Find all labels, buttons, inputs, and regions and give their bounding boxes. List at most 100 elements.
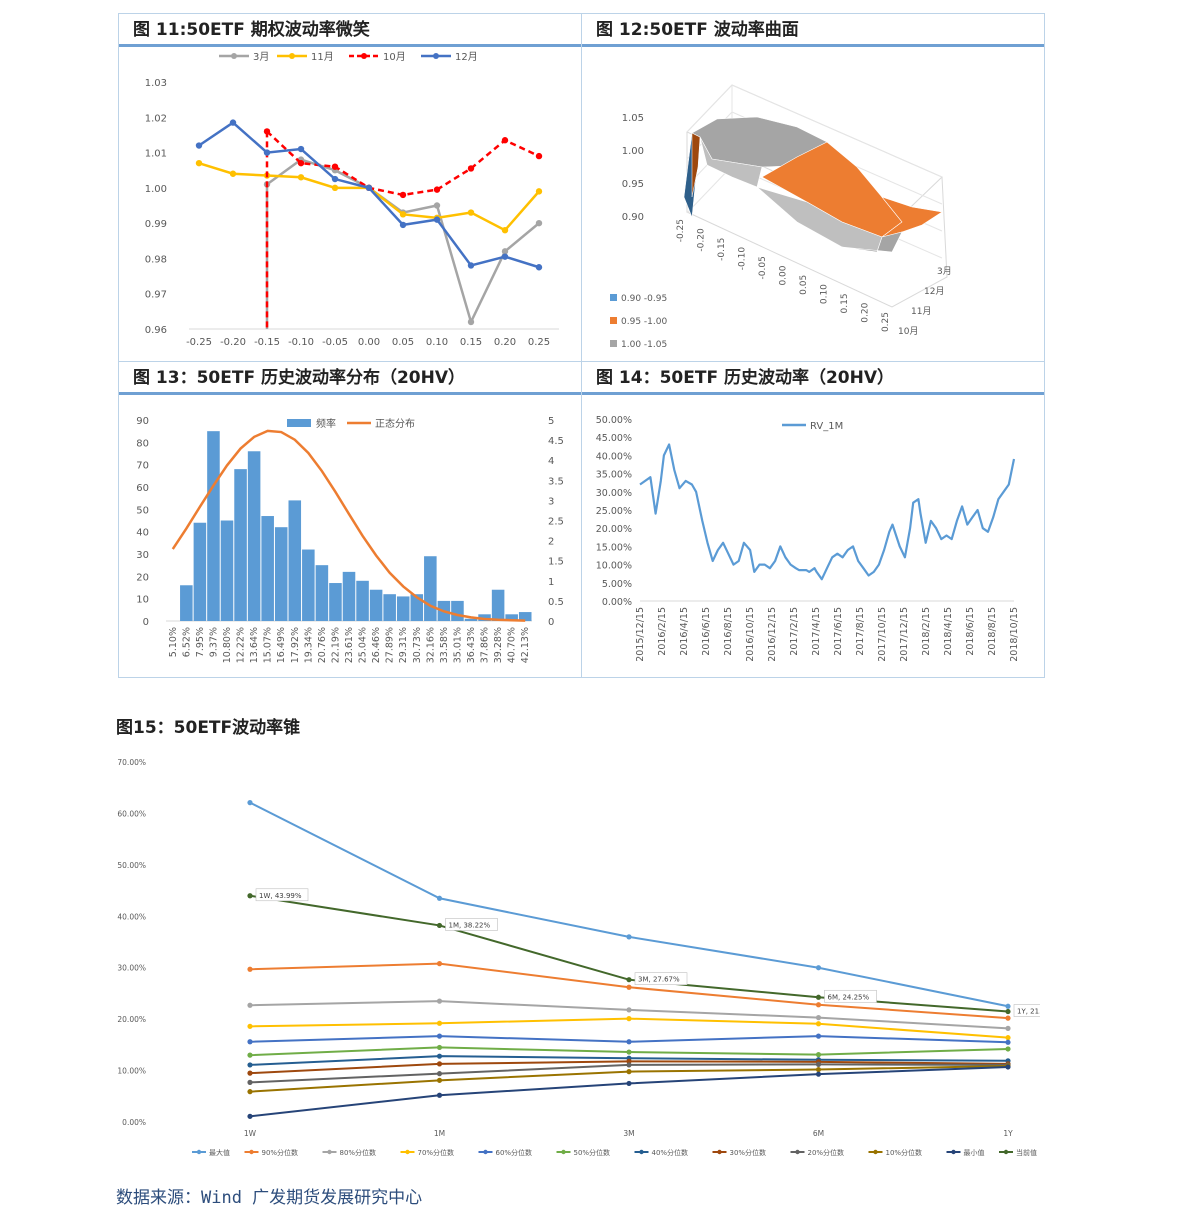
cone-data-point — [247, 1039, 253, 1045]
legend-marker — [231, 53, 237, 59]
cone-data-point — [247, 1079, 253, 1085]
y-left-tick-label: 90 — [136, 416, 149, 427]
x-tick-label: 23.61% — [344, 627, 355, 663]
cone-data-point — [815, 1033, 822, 1039]
figure13-chart: 0 10 20 30 40 50 60 70 80 90 0 0.5 1 1.5 2 2.5 3 3.5 4 4.5 5… — [136, 416, 564, 663]
data-label: 1Y, 21.48% — [1017, 1008, 1040, 1016]
legend-marker — [289, 53, 295, 59]
data-label: 3M, 27.67% — [638, 976, 680, 984]
x-tick-label: 2016/6/15 — [701, 607, 712, 656]
data-point — [229, 170, 237, 177]
y-right-tick-label: 0 — [548, 617, 554, 628]
data-point — [365, 184, 373, 192]
cone-data-point — [436, 1077, 443, 1083]
x-tick-label: 42.13% — [520, 627, 531, 663]
x-tick-label: -0.25 — [186, 337, 212, 348]
y-tick-label: 50.00% — [117, 861, 146, 870]
data-label: 6M, 24.25% — [828, 993, 870, 1001]
x-tick-label: 2017/12/15 — [899, 607, 910, 662]
cone-data-point — [815, 1071, 822, 1077]
legend-swatch — [287, 419, 311, 427]
cone-data-point — [436, 961, 443, 967]
y-tick-label: 40.00% — [117, 912, 146, 921]
x-tick-label: 0.00 — [779, 265, 789, 285]
legend-label: 70%分位数 — [418, 1148, 455, 1157]
figure15-title: 图15：50ETF波动率锥 — [116, 718, 301, 738]
legend-label: 20%分位数 — [808, 1148, 845, 1157]
cone-data-point — [626, 1039, 632, 1045]
histogram-bar — [505, 614, 518, 621]
series-line — [266, 158, 540, 326]
data-label-box — [445, 918, 498, 931]
legend-marker — [433, 53, 439, 59]
x-tick-label: -0.10 — [288, 337, 314, 348]
legend-label: 1.00 -1.05 — [621, 340, 667, 350]
surface-grid — [686, 165, 733, 214]
cone-series-line — [249, 801, 1009, 1008]
y-tick-label: 25.00% — [596, 506, 632, 517]
figure14-panel: 图 14：50ETF 历史波动率（20HV） 0.00% 5.00% 10.00% 1… — [581, 361, 1045, 678]
histogram-bar — [315, 565, 329, 621]
y-left-tick-label: 40 — [136, 528, 149, 539]
y-tick-label: 15.00% — [596, 542, 632, 553]
data-label-box — [824, 989, 877, 1003]
histogram-bar — [274, 527, 288, 621]
x-tick-label: 6.52% — [181, 627, 192, 657]
data-point — [535, 264, 543, 271]
x-tick-label: -0.15 — [254, 337, 280, 348]
x-tick-label: 35.01% — [452, 627, 463, 663]
y-tick-label: 40.00% — [596, 451, 632, 462]
y-tick-label: 1.01 — [145, 149, 167, 160]
y-left-tick-label: 20 — [136, 572, 149, 583]
y-tick-label: 20.00% — [596, 524, 632, 535]
data-point — [331, 163, 339, 170]
cone-data-point — [436, 1092, 443, 1098]
data-label-box — [255, 888, 309, 902]
legend-label: 11月 — [311, 51, 334, 63]
cone-series-line — [249, 894, 1009, 1013]
data-point — [399, 221, 407, 229]
x-tick-label: 15.07% — [263, 627, 274, 663]
legend-label: 90%分位数 — [262, 1148, 299, 1157]
y-right-tick-label: 2.5 — [548, 517, 564, 528]
x-tick-label: 29.31% — [398, 627, 409, 663]
legend-label: 12月 — [455, 51, 478, 63]
figure13-panel: 图 13：50ETF 历史波动率分布（20HV） 0 10 20 30 40 50 60 70… — [118, 361, 582, 678]
cone-data-point — [436, 1071, 443, 1077]
y-tick-label: 10月 — [898, 326, 918, 337]
y-tick-label: 10.00% — [117, 1067, 146, 1076]
data-label-box — [634, 972, 688, 985]
legend-label: 正态分布 — [375, 417, 415, 430]
cone-data-point — [1005, 1003, 1011, 1009]
cone-data-point — [436, 1020, 443, 1026]
x-tick-label: 2017/4/15 — [811, 607, 822, 656]
series-line — [266, 130, 540, 197]
y-right-tick-label: 1.5 — [548, 557, 564, 568]
cone-data-point — [1005, 1064, 1011, 1070]
legend-marker — [196, 1149, 202, 1155]
histogram-bar — [180, 585, 193, 621]
y-tick-label: 1.03 — [145, 78, 167, 89]
x-tick-label: 2017/10/15 — [877, 607, 888, 662]
x-tick-label: 3M — [623, 1129, 634, 1138]
cone-data-point — [1005, 1008, 1011, 1015]
legend-label: 60%分位数 — [496, 1148, 533, 1157]
y-tick-label: 5.00% — [602, 579, 632, 590]
histogram-bar — [261, 516, 274, 621]
series-line — [198, 121, 540, 269]
y-right-tick-label: 2 — [548, 537, 554, 548]
cone-data-point — [247, 1023, 253, 1029]
cone-series-line — [249, 1065, 1009, 1118]
y-tick-label: 35.00% — [596, 470, 632, 481]
z-tick-label: 0.95 — [622, 179, 644, 190]
x-tick-label: 32.16% — [425, 627, 436, 663]
histogram-bar — [193, 522, 207, 621]
histogram-bar — [478, 614, 491, 621]
cone-data-point — [247, 1113, 253, 1119]
legend-label: 10%分位数 — [886, 1148, 923, 1157]
x-tick-label: 2017/8/15 — [855, 607, 866, 656]
x-tick-label: 0.25 — [528, 337, 550, 348]
y-tick-label: 1.00 — [145, 184, 167, 195]
x-tick-label: 2016/12/15 — [767, 607, 778, 662]
figure15-chart: 0.00% 10.00% 20.00% 30.00% 40.00% 50.00% 60.00… — [117, 758, 1040, 1157]
